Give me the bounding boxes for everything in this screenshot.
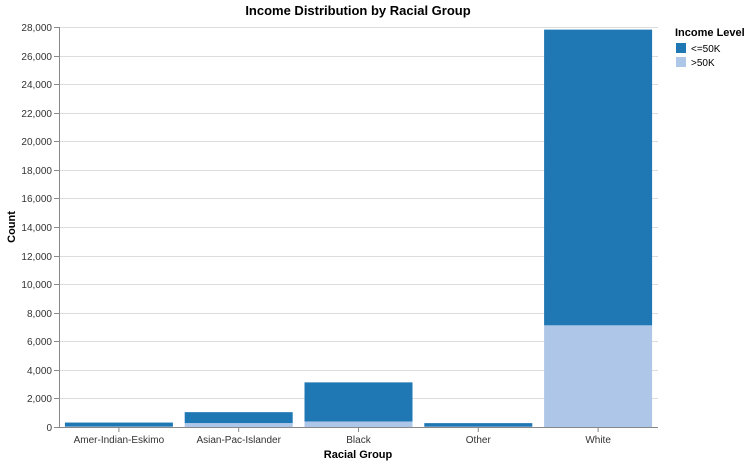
- y-tick-label: 8,000: [27, 309, 52, 320]
- y-tick-label: 18,000: [21, 166, 52, 177]
- legend: Income Level <=50K >50K: [675, 27, 745, 69]
- x-tick-label: White: [585, 435, 611, 446]
- y-tick-label: 0: [46, 423, 52, 434]
- bar-50K-amer-indian-eskimo: [64, 426, 173, 427]
- y-axis-title: Count: [6, 211, 18, 243]
- chart-title: Income Distribution by Racial Group: [245, 3, 470, 18]
- y-tick-label: 26,000: [21, 52, 52, 63]
- x-axis-title: Racial Group: [324, 449, 393, 461]
- bar-50K-asian-pac-islander: [184, 412, 293, 424]
- legend-label: <=50K: [691, 44, 721, 55]
- bar-50K-black: [304, 421, 413, 427]
- y-tick-label: 22,000: [21, 109, 52, 120]
- legend-label: >50K: [691, 58, 715, 69]
- y-tick-label: 16,000: [21, 194, 52, 205]
- legend-swatch: [676, 43, 686, 53]
- x-tick-label: Black: [346, 435, 371, 446]
- bar-50K-white: [544, 325, 653, 427]
- bar-50K-other: [424, 423, 533, 427]
- bar-50K-white: [544, 29, 653, 326]
- y-tick-label: 28,000: [21, 23, 52, 34]
- legend-swatch: [676, 57, 686, 67]
- y-tick-label: 10,000: [21, 280, 52, 291]
- bar-50K-amer-indian-eskimo: [64, 422, 173, 427]
- legend-title: Income Level: [675, 27, 745, 39]
- bar-50K-black: [304, 382, 413, 422]
- y-tick-label: 20,000: [21, 137, 52, 148]
- x-tick-label: Other: [466, 435, 492, 446]
- x-tick-label: Amer-Indian-Eskimo: [74, 435, 165, 446]
- y-tick-label: 6,000: [27, 337, 52, 348]
- plot-area: 0 2,000 4,000 6,000 8,000 10,000 12,000 14,000 1…: [21, 23, 658, 446]
- y-tick-label: 2,000: [27, 394, 52, 405]
- bar-50K-asian-pac-islander: [184, 423, 293, 427]
- y-tick-label: 12,000: [21, 252, 52, 263]
- y-tick-label: 14,000: [21, 223, 52, 234]
- x-tick-label: Asian-Pac-Islander: [196, 435, 281, 446]
- y-tick-label: 4,000: [27, 366, 52, 377]
- y-tick-label: 24,000: [21, 80, 52, 91]
